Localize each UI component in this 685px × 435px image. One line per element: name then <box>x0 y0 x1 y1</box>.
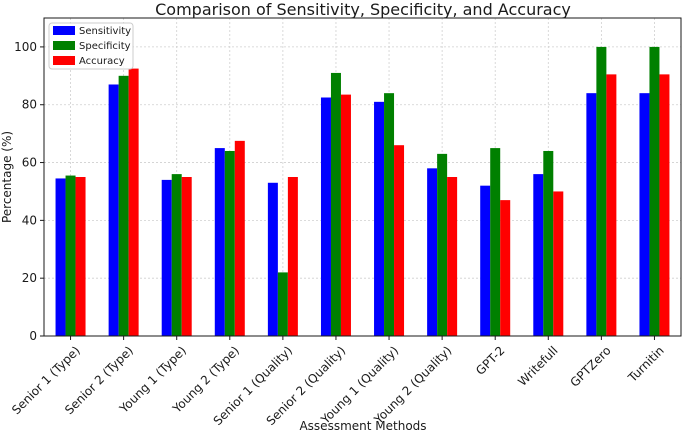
legend-label-accuracy: Accuracy <box>79 56 125 67</box>
bar-specificity-senior-1-quality <box>277 272 288 336</box>
bar-sensitivity-young-2-quality <box>427 168 438 336</box>
bar-accuracy-young-2-type <box>234 140 245 336</box>
bar-sensitivity-senior-2-type <box>108 84 119 336</box>
bar-sensitivity-gpt-2 <box>480 185 491 336</box>
y-tick-label-40: 40 <box>22 213 37 227</box>
bar-accuracy-senior-1-quality <box>287 177 298 336</box>
bar-specificity-gptzero <box>596 46 607 337</box>
bar-sensitivity-senior-1-quality <box>267 182 278 336</box>
bar-specificity-senior-1-type <box>65 175 76 336</box>
bar-specificity-young-1-quality <box>384 93 395 336</box>
legend-swatch-sensitivity <box>53 26 75 35</box>
plot-frame <box>43 17 682 337</box>
y-axis-ticks: 0 20 40 60 80 100 <box>14 40 44 343</box>
legend-label-specificity: Specificity <box>79 41 131 52</box>
bar-sensitivity-turnitin <box>639 93 650 336</box>
bar-specificity-turnitin <box>649 46 660 337</box>
bar-accuracy-senior-2-type <box>128 68 139 336</box>
y-tick-label-20: 20 <box>22 271 37 285</box>
bar-sensitivity-gptzero <box>586 93 597 336</box>
bar-accuracy-writefull <box>553 191 564 336</box>
bar-accuracy-young-2-quality <box>447 177 458 336</box>
bar-accuracy-gptzero <box>606 74 617 336</box>
bar-specificity-young-1-type <box>171 174 182 336</box>
bar-accuracy-gpt-2 <box>500 200 511 336</box>
bar-sensitivity-young-1-type <box>161 179 172 336</box>
legend-label-sensitivity: Sensitivity <box>79 26 131 37</box>
y-tick-label-60: 60 <box>22 156 37 170</box>
legend-swatch-accuracy <box>53 56 75 65</box>
bars <box>55 46 670 337</box>
x-axis-label: Assessment Methods <box>299 419 426 433</box>
bar-accuracy-senior-1-type <box>75 177 86 336</box>
bar-accuracy-turnitin <box>659 74 670 336</box>
bar-specificity-writefull <box>543 150 554 336</box>
bar-specificity-young-2-quality <box>437 153 448 336</box>
bar-sensitivity-senior-1-type <box>55 178 66 336</box>
y-tick-label-0: 0 <box>29 329 37 343</box>
bar-accuracy-young-1-quality <box>394 145 405 336</box>
bar-specificity-gpt-2 <box>490 148 501 336</box>
y-tick-label-100: 100 <box>14 40 37 54</box>
bar-sensitivity-young-1-quality <box>374 101 385 336</box>
chart-title: Comparison of Sensitivity, Specificity, … <box>155 0 571 19</box>
legend: Sensitivity Specificity Accuracy <box>48 22 134 70</box>
bar-accuracy-senior-2-quality <box>340 94 351 336</box>
bar-sensitivity-young-2-type <box>214 148 225 336</box>
bar-specificity-senior-2-type <box>118 75 129 337</box>
y-tick-label-80: 80 <box>22 98 37 112</box>
bar-sensitivity-senior-2-quality <box>320 97 331 336</box>
y-axis-label: Percentage (%) <box>0 131 14 223</box>
bar-accuracy-young-1-type <box>181 177 192 336</box>
bar-specificity-senior-2-quality <box>330 72 341 336</box>
bar-specificity-young-2-type <box>224 150 235 336</box>
legend-swatch-specificity <box>53 41 75 50</box>
bar-sensitivity-writefull <box>533 174 544 336</box>
